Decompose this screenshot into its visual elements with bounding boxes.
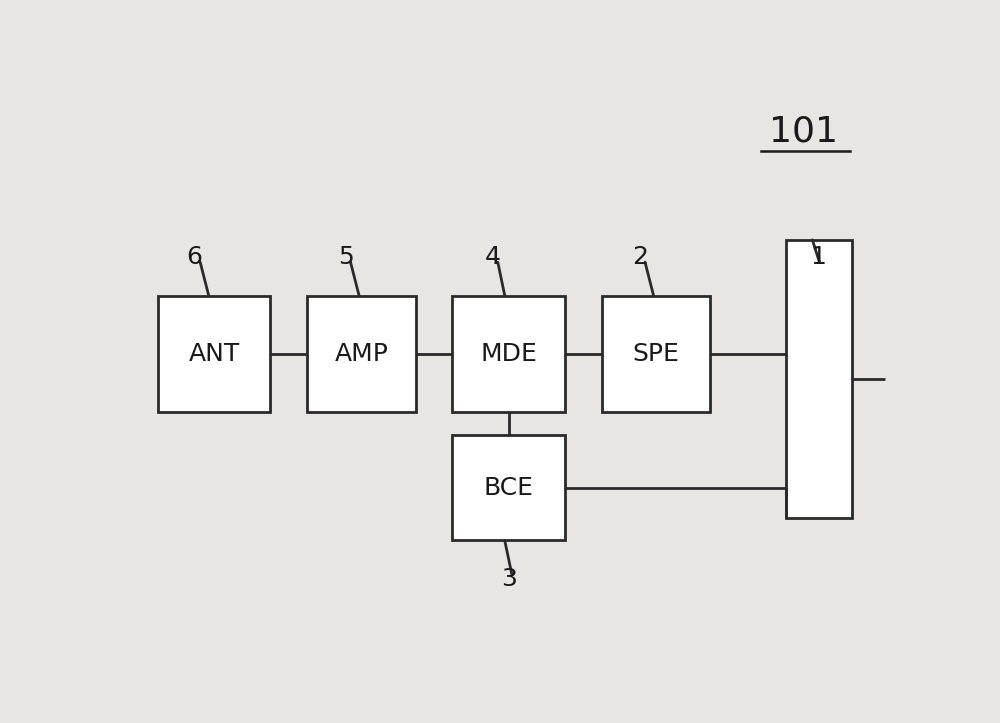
Bar: [307, 296, 416, 412]
Bar: [602, 296, 710, 412]
Text: ANT: ANT: [188, 342, 240, 366]
Bar: [452, 435, 565, 541]
Text: 5: 5: [338, 244, 354, 268]
Text: 1: 1: [811, 244, 827, 268]
Text: SPE: SPE: [632, 342, 679, 366]
Bar: [786, 240, 852, 518]
Text: AMP: AMP: [334, 342, 388, 366]
Bar: [158, 296, 270, 412]
Bar: [452, 296, 565, 412]
Text: MDE: MDE: [480, 342, 537, 366]
Text: 101: 101: [769, 114, 838, 148]
Text: 2: 2: [632, 244, 648, 268]
Text: 3: 3: [501, 568, 517, 591]
Text: BCE: BCE: [484, 476, 534, 500]
Text: 4: 4: [485, 244, 501, 268]
Text: 6: 6: [187, 244, 203, 268]
